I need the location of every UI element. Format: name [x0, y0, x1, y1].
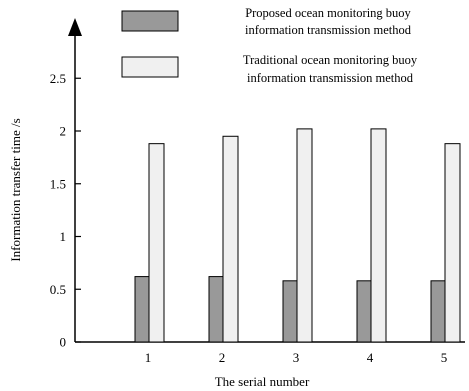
y-tick-label: 0 [60, 335, 67, 350]
bar-traditional-2 [222, 135, 239, 343]
bar-proposed-5 [430, 280, 447, 343]
bars [134, 128, 461, 343]
bar-traditional-5 [444, 143, 461, 343]
x-tick-label: 2 [219, 350, 226, 365]
legend-swatch-traditional [121, 56, 179, 78]
bar-proposed-4 [356, 280, 373, 343]
bar-traditional-4 [370, 128, 387, 343]
bar-proposed-1 [134, 276, 151, 343]
bar-proposed-3 [282, 280, 299, 343]
bar-traditional-1 [148, 143, 165, 343]
bar-proposed-2 [208, 276, 225, 343]
y-tick-label: 1 [60, 229, 67, 244]
x-axis-title: The serial number [215, 374, 310, 389]
legend-label-proposed-line1: Proposed ocean monitoring buoy [245, 6, 411, 20]
y-ticks: 0 0.5 1 1.5 2 2.5 [50, 71, 81, 350]
bar-traditional-3 [296, 128, 313, 343]
x-tick-label: 3 [293, 350, 300, 365]
x-tick-label: 5 [441, 350, 448, 365]
y-tick-label: 1.5 [50, 176, 66, 191]
y-tick-label: 2 [60, 124, 67, 139]
legend-swatch-proposed [121, 10, 179, 32]
y-axis-title: Information transfer time /s [8, 118, 23, 261]
legend-label-traditional-line2: information transmission method [247, 71, 414, 85]
y-tick-label: 0.5 [50, 282, 66, 297]
legend-label-proposed-line2: information transmission method [245, 23, 412, 37]
legend: Proposed ocean monitoring buoy informati… [121, 6, 418, 85]
x-tick-label: 1 [145, 350, 152, 365]
y-tick-label: 2.5 [50, 71, 66, 86]
y-axis-arrow [68, 18, 82, 36]
legend-label-traditional-line1: Traditional ocean monitoring buoy [243, 53, 418, 67]
x-tick-label: 4 [367, 350, 374, 365]
